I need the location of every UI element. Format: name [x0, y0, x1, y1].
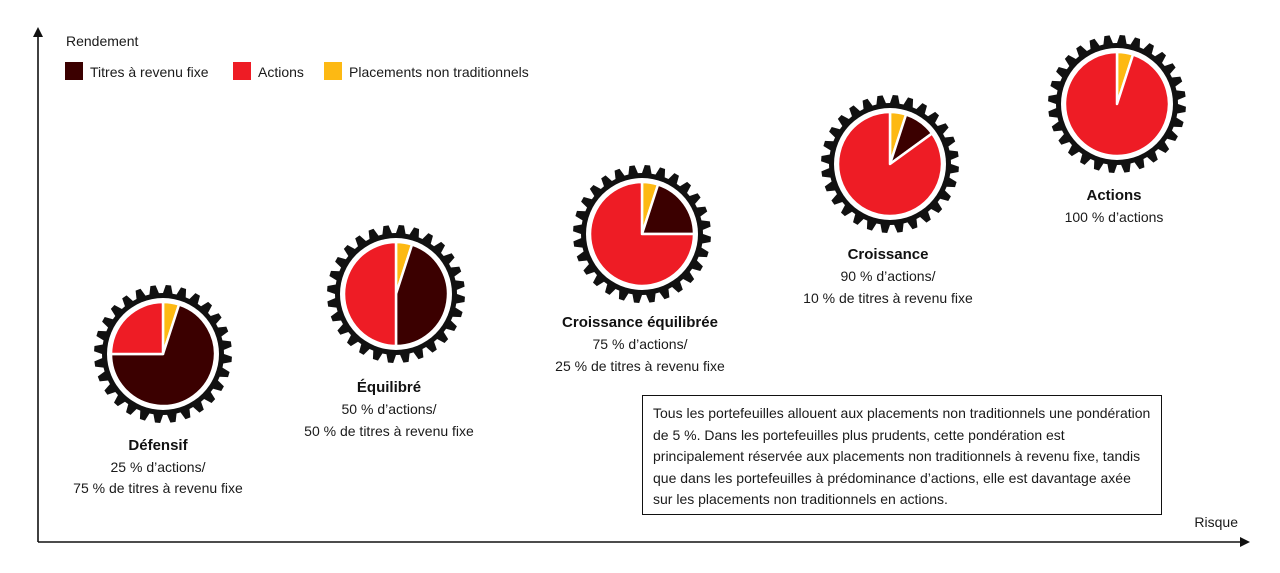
pie-equilibre [327, 225, 465, 363]
legend-item-alternatives: Placements non traditionnels [324, 62, 529, 80]
portfolio-pies [94, 35, 1186, 423]
slice-defensif-equities [109, 300, 165, 356]
portfolio-desc-croissance-equilibree-line1: 75 % d’actions/ [593, 336, 688, 352]
legend-label-alternatives: Placements non traditionnels [349, 64, 529, 80]
portfolio-desc-croissance-line2: 10 % de titres à revenu fixe [803, 290, 973, 306]
portfolio-desc-actions-line1: 100 % d’actions [1065, 209, 1164, 225]
portfolio-desc-defensif-line2: 75 % de titres à revenu fixe [73, 480, 243, 496]
portfolio-label-equilibre: Équilibré 50 % d’actions/ 50 % de titres… [304, 379, 474, 439]
portfolio-desc-defensif-line1: 25 % d’actions/ [111, 459, 206, 475]
allocation-note: Tous les portefeuilles allouent aux plac… [642, 395, 1162, 515]
legend-swatch-equities [233, 62, 251, 80]
portfolio-label-croissance: Croissance 90 % d’actions/ 10 % de titre… [803, 246, 973, 306]
legend: Titres à revenu fixe Actions Placements … [65, 62, 529, 80]
portfolio-desc-croissance-line1: 90 % d’actions/ [841, 268, 936, 284]
portfolio-name-actions: Actions [1086, 187, 1141, 204]
slice-croissance-equilibree-fixed-income [640, 183, 696, 236]
portfolio-desc-equilibre-line2: 50 % de titres à revenu fixe [304, 423, 474, 439]
portfolio-desc-equilibre-line1: 50 % d’actions/ [342, 401, 437, 417]
legend-label-fixed-income: Titres à revenu fixe [90, 64, 209, 80]
legend-item-fixed-income: Titres à revenu fixe [65, 62, 209, 80]
legend-swatch-fixed-income [65, 62, 83, 80]
portfolio-desc-croissance-equilibree-line2: 25 % de titres à revenu fixe [555, 358, 725, 374]
portfolio-name-defensif: Défensif [128, 437, 188, 454]
y-axis-title: Rendement [66, 33, 138, 49]
x-axis-title: Risque [1194, 514, 1238, 530]
legend-label-equities: Actions [258, 64, 304, 80]
portfolio-label-defensif: Défensif 25 % d’actions/ 75 % de titres … [73, 437, 243, 496]
legend-item-equities: Actions [233, 62, 304, 80]
slice-actions-equities [1063, 50, 1171, 158]
slice-equilibre-fixed-income [394, 243, 450, 348]
slice-croissance-equilibree-equities [588, 180, 696, 288]
portfolio-label-actions: Actions 100 % d’actions [1065, 187, 1164, 225]
slice-croissance-equities [836, 110, 944, 218]
portfolio-name-equilibre: Équilibré [357, 379, 421, 396]
portfolio-name-croissance-equilibree: Croissance équilibrée [562, 314, 718, 331]
pie-croissance-equilibree [573, 165, 711, 303]
portfolio-name-croissance: Croissance [848, 246, 929, 263]
legend-swatch-alternatives [324, 62, 342, 80]
pie-defensif [94, 285, 232, 423]
slice-equilibre-equities [342, 240, 398, 348]
slice-defensif-fixed-income [109, 303, 217, 408]
pie-croissance [821, 95, 959, 233]
portfolio-label-croissance-equilibree: Croissance équilibrée 75 % d’actions/ 25… [555, 314, 725, 374]
pie-actions [1048, 35, 1186, 173]
